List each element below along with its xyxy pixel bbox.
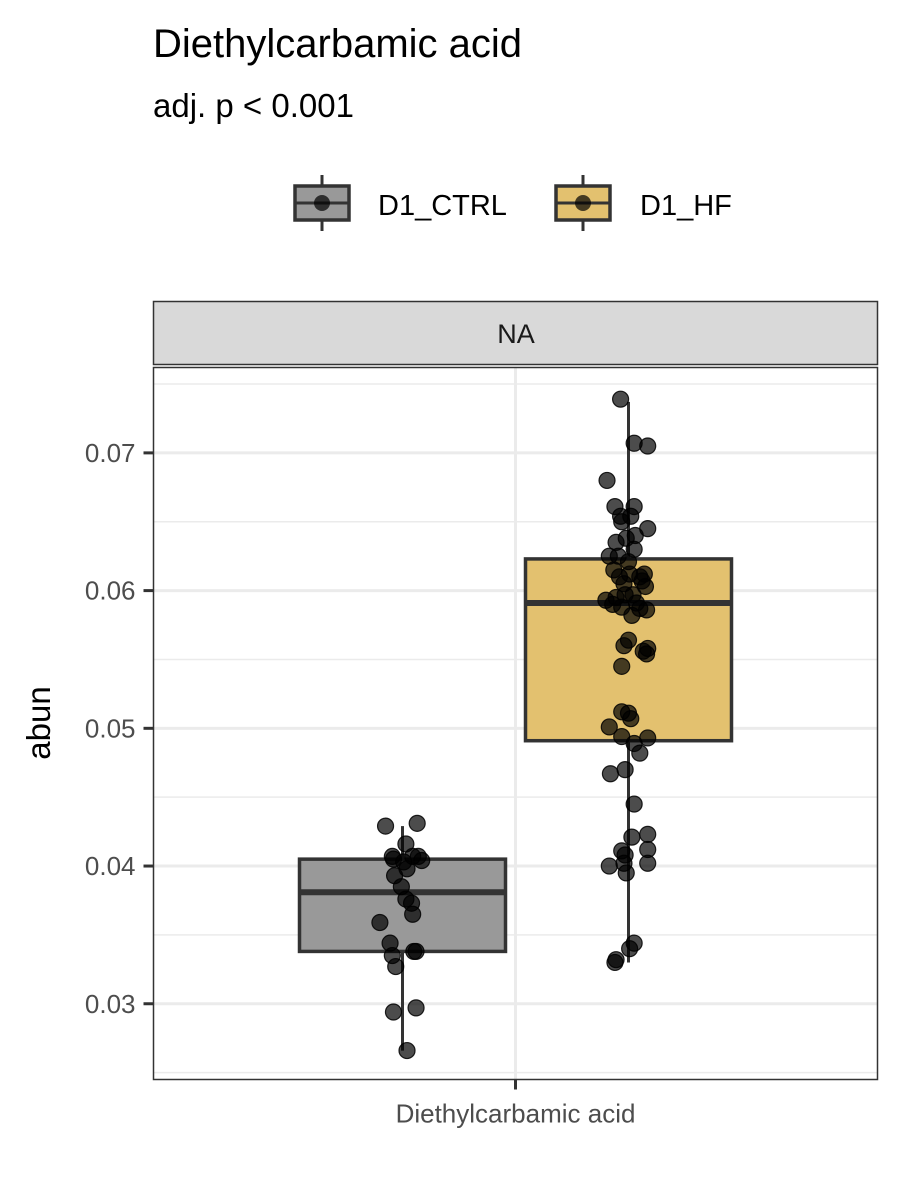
- legend-label-d1-hf: D1_HF: [640, 190, 732, 222]
- y-tick-label-2: 0.05: [85, 713, 136, 743]
- point-d1-hf-52: [639, 825, 657, 843]
- point-d1-hf-0: [611, 390, 630, 408]
- point-d1-hf-62: [621, 940, 639, 958]
- legend-point: [314, 195, 330, 211]
- point-d1-hf-51: [625, 795, 643, 813]
- point-d1-hf-64: [606, 953, 624, 972]
- point-d1-hf-60: [617, 864, 635, 882]
- point-d1-ctrl-19: [407, 942, 425, 961]
- x-axis: Diethylcarbamic acid: [396, 1079, 636, 1129]
- facet-strip-label: NA: [497, 319, 535, 349]
- facet-strip: NA: [152, 300, 879, 366]
- y-axis-title: abun: [20, 686, 57, 759]
- point-d1-hf-39: [639, 639, 657, 658]
- point-d1-hf-8: [622, 507, 640, 525]
- point-d1-hf-48: [631, 744, 649, 762]
- y-tick-label-1: 0.04: [85, 851, 136, 881]
- gridlines: [153, 367, 878, 1080]
- point-d1-hf-34: [623, 606, 641, 624]
- point-d1-ctrl-1: [408, 814, 426, 832]
- y-tick-label-4: 0.07: [85, 438, 136, 468]
- point-d1-hf-33: [637, 601, 656, 619]
- point-d1-hf-59: [639, 854, 657, 872]
- legend-label-d1-ctrl: D1_CTRL: [378, 190, 507, 222]
- point-d1-hf-47: [639, 729, 657, 747]
- point-d1-ctrl-21: [407, 999, 425, 1017]
- point-d1-ctrl-22: [384, 1003, 403, 1021]
- point-d1-hf-3: [598, 471, 616, 490]
- point-d1-hf-40: [613, 657, 631, 675]
- point-d1-hf-43: [622, 710, 640, 728]
- legend: D1_CTRL D1_HF: [293, 175, 732, 231]
- legend-point: [575, 195, 591, 211]
- point-d1-ctrl-15: [371, 913, 389, 932]
- point-d1-hf-53: [623, 828, 641, 846]
- y-tick-label-3: 0.06: [85, 576, 136, 606]
- legend-key-d1-hf: [554, 175, 612, 231]
- point-d1-ctrl-14: [404, 905, 422, 923]
- point-d1-ctrl-20: [387, 957, 405, 976]
- point-d1-ctrl-8: [413, 851, 431, 870]
- point-d1-hf-57: [600, 857, 618, 875]
- point-d1-ctrl-0: [376, 817, 395, 835]
- legend-key-d1-ctrl: [293, 175, 351, 231]
- facet-strip-background: [152, 300, 879, 366]
- point-d1-ctrl-23: [398, 1041, 416, 1060]
- y-axis: 0.03 0.04 0.05 0.06 0.07: [85, 438, 154, 1019]
- chart-title: Diethylcarbamic acid: [153, 22, 522, 66]
- point-d1-hf-49: [616, 761, 634, 779]
- point-d1-hf-2: [639, 437, 657, 455]
- chart-subtitle: adj. p < 0.001: [153, 87, 354, 124]
- data-points: [371, 390, 657, 1060]
- point-d1-hf-36: [619, 631, 638, 649]
- point-d1-hf-50: [601, 765, 620, 783]
- x-tick-label-0: Diethylcarbamic acid: [396, 1099, 636, 1129]
- point-d1-hf-24: [636, 577, 655, 596]
- point-d1-hf-44: [600, 718, 618, 736]
- y-tick-label-0: 0.03: [85, 989, 136, 1019]
